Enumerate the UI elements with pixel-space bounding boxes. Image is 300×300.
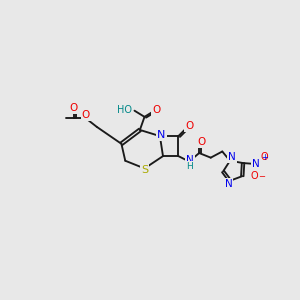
Text: O: O	[260, 152, 268, 162]
Text: N: N	[157, 130, 166, 140]
Text: O: O	[250, 171, 258, 181]
Text: HO: HO	[117, 105, 132, 115]
Text: H: H	[187, 162, 193, 171]
Text: −: −	[258, 172, 265, 181]
Text: O: O	[82, 110, 90, 120]
Text: O: O	[197, 137, 206, 147]
Text: N: N	[225, 179, 232, 189]
Text: O: O	[185, 121, 193, 131]
Text: O: O	[152, 105, 160, 115]
Text: N: N	[228, 152, 236, 162]
Text: S: S	[141, 165, 148, 175]
Text: +: +	[261, 153, 268, 162]
Text: N: N	[186, 155, 194, 165]
Text: O: O	[70, 103, 78, 112]
Text: N: N	[252, 159, 260, 169]
